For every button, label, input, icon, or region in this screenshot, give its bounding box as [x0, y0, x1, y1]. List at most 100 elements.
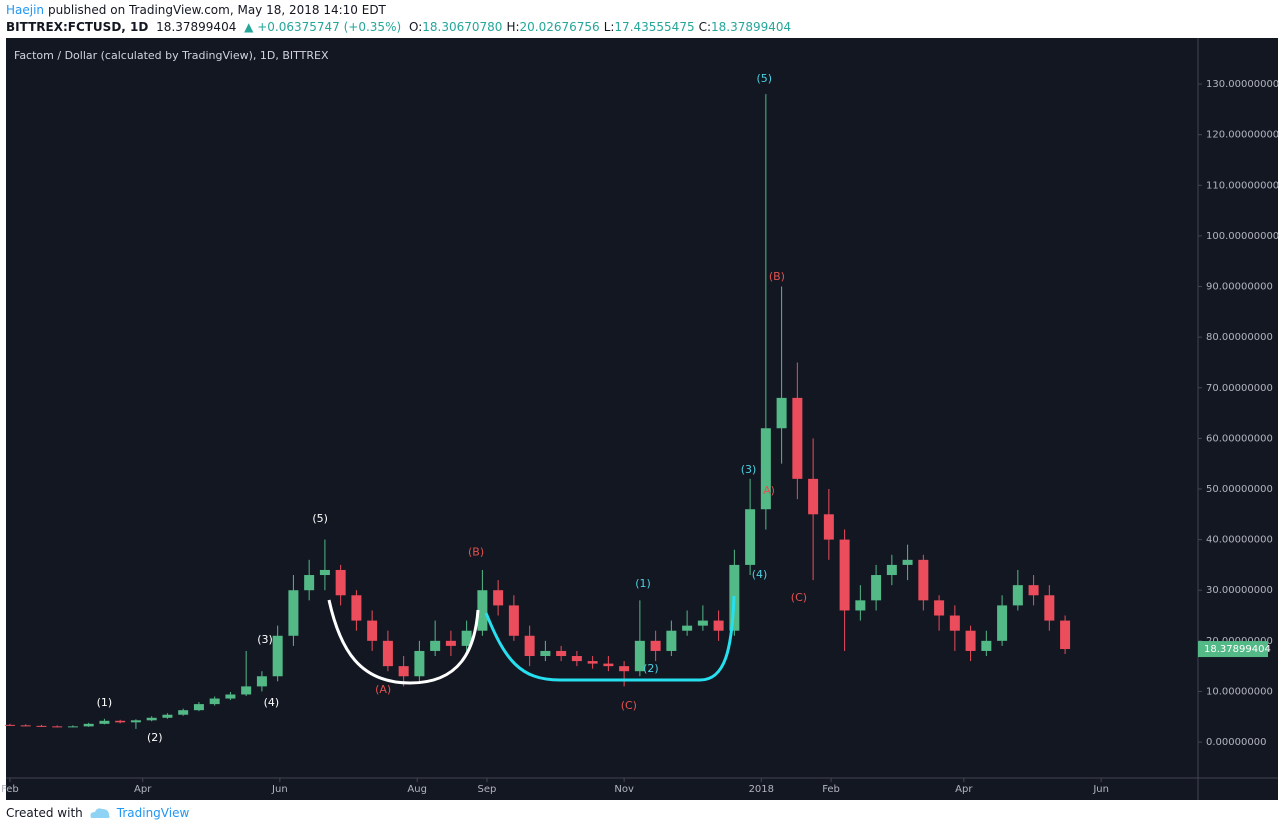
candle-body [508, 605, 519, 636]
candle-body [146, 717, 157, 721]
y-tick-label: 100.00000000 [1206, 231, 1279, 242]
candle-body [619, 666, 630, 672]
chart-title: Factom / Dollar (calculated by TradingVi… [14, 49, 329, 62]
ohlc-value: 18.30670780 [422, 20, 503, 34]
chart-background [6, 38, 1278, 800]
y-tick-label: 40.00000000 [1206, 535, 1273, 546]
candle-body [745, 509, 756, 565]
candle-body [918, 559, 929, 601]
candle-body [965, 630, 976, 651]
y-tick-label: 30.00000000 [1206, 585, 1273, 596]
candle-body [808, 478, 819, 515]
candle-body [902, 559, 913, 565]
candle-body [162, 714, 173, 718]
candle-body [477, 590, 488, 631]
candle-body [1012, 585, 1023, 606]
y-tick-label: 110.00000000 [1206, 180, 1279, 191]
y-tick-label: 90.00000000 [1206, 282, 1273, 293]
candle-body [713, 620, 724, 631]
y-tick-label: 60.00000000 [1206, 433, 1273, 444]
candle-body [319, 569, 330, 576]
wave-label: (1) [635, 577, 651, 590]
x-tick-label: Nov [614, 784, 634, 795]
ohlc-value: 17.43555475 [614, 20, 695, 34]
wave-label: (B) [468, 545, 484, 558]
candle-body [178, 710, 189, 715]
wave-label: (1) [97, 696, 113, 709]
y-tick-label: 0.00000000 [1206, 737, 1266, 748]
price: 18.37899404 [156, 20, 237, 34]
ohlc-value: 18.37899404 [711, 20, 792, 34]
candle-body [461, 630, 472, 646]
y-tick-label: 10.00000000 [1206, 686, 1273, 697]
candle-body [760, 428, 771, 510]
candle-body [839, 539, 850, 611]
wave-label: (5) [756, 72, 772, 85]
wave-label: (C) [621, 699, 637, 712]
logo [90, 808, 110, 818]
candle-body [666, 630, 677, 651]
ohlc-key: H: [506, 20, 520, 34]
candle-body [430, 640, 441, 651]
candle-body [241, 686, 252, 695]
wave-label: (3) [741, 463, 757, 476]
change: ▲ +0.06375747 (+0.35%) [244, 20, 402, 34]
candle-body [115, 720, 126, 723]
ohlc-key: O: [408, 20, 423, 34]
candle-body [304, 575, 315, 591]
candle-body [67, 726, 78, 728]
candle-body [524, 635, 535, 657]
candle-body [934, 600, 945, 616]
wave-label: (3) [257, 633, 273, 646]
candle-body [587, 661, 598, 664]
candle-body [20, 725, 31, 727]
candle-body [4, 724, 15, 726]
candle-body [540, 650, 551, 657]
wave-label: (5) [312, 512, 328, 525]
candle-body [209, 698, 220, 705]
cyan-arc [484, 595, 736, 682]
price-tag [1198, 641, 1268, 658]
candle-body [335, 569, 346, 596]
y-tick-label: 120.00000000 [1206, 130, 1279, 141]
wave-label: (C) [791, 591, 807, 604]
candle-body [949, 615, 960, 631]
x-tick-label: Jun [1092, 784, 1109, 795]
candle-body [871, 575, 882, 601]
published: published on TradingView.com, May 18, 20… [48, 3, 386, 17]
ohlc-key: L: [603, 20, 615, 34]
candle-body [382, 640, 393, 667]
wave-label: A) [763, 484, 775, 497]
price-tag-label: 18.37899404 [1204, 644, 1271, 655]
candle-body [997, 605, 1008, 641]
y-tick-label: 130.00000000 [1206, 79, 1279, 90]
y-tick-label: 50.00000000 [1206, 484, 1273, 495]
candle-body [981, 640, 992, 651]
ohlc-value: 20.02676756 [519, 20, 600, 34]
footer: Created with TradingView [6, 806, 189, 820]
candle-body [571, 656, 582, 662]
candle-body [367, 620, 378, 641]
candle-body [886, 564, 897, 576]
candle-body [351, 595, 362, 621]
candle-body [776, 397, 787, 429]
wave-label: (A) [375, 683, 391, 696]
x-tick-label: Apr [955, 784, 973, 795]
x-tick-label: 2018 [749, 784, 774, 795]
candle-body [603, 663, 614, 667]
ohlc-key: C: [698, 20, 712, 34]
header-line: Haejin published on TradingView.com, May … [6, 3, 390, 17]
candle-body [130, 720, 141, 723]
candle-body [288, 590, 299, 636]
wave-label: (B) [769, 270, 785, 283]
author[interactable]: Haejin [6, 3, 45, 17]
candle-body [634, 640, 645, 672]
wave-label: (2) [643, 662, 659, 675]
candle-body [1028, 585, 1039, 596]
x-tick-label: Feb [1, 784, 19, 795]
candle-body [682, 625, 693, 631]
brand[interactable]: TradingView [116, 806, 190, 820]
candle-body [36, 725, 47, 727]
candle-body [792, 397, 803, 479]
